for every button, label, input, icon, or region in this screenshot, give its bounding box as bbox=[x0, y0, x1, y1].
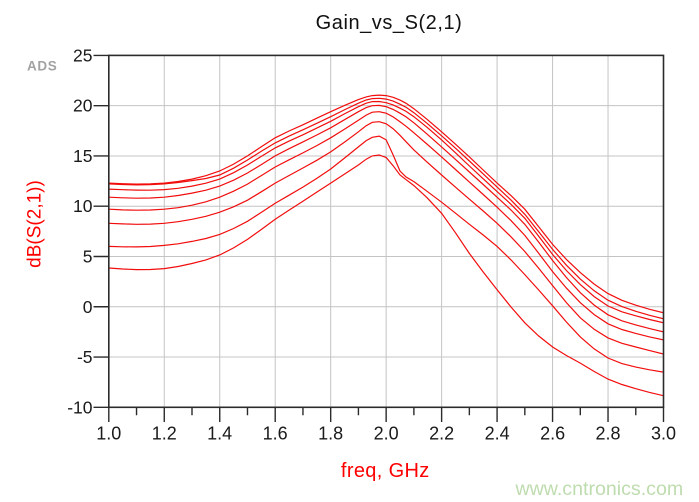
svg-text:ADS: ADS bbox=[27, 59, 57, 74]
svg-text:15: 15 bbox=[73, 146, 92, 166]
svg-text:1.0: 1.0 bbox=[96, 424, 121, 444]
svg-text:10: 10 bbox=[73, 196, 93, 216]
svg-text:-5: -5 bbox=[77, 347, 93, 367]
svg-text:2.6: 2.6 bbox=[540, 424, 565, 444]
svg-text:www.cntronics.com: www.cntronics.com bbox=[515, 478, 684, 500]
svg-text:0: 0 bbox=[83, 297, 93, 317]
svg-text:3.0: 3.0 bbox=[651, 424, 676, 444]
svg-text:freq, GHz: freq, GHz bbox=[341, 460, 430, 482]
svg-text:1.2: 1.2 bbox=[152, 424, 177, 444]
svg-text:1.4: 1.4 bbox=[207, 424, 232, 444]
svg-text:20: 20 bbox=[73, 96, 93, 116]
svg-text:-10: -10 bbox=[67, 397, 93, 417]
svg-text:1.6: 1.6 bbox=[263, 424, 288, 444]
svg-text:2.4: 2.4 bbox=[485, 424, 510, 444]
svg-text:2.2: 2.2 bbox=[429, 424, 454, 444]
svg-text:2.8: 2.8 bbox=[595, 424, 620, 444]
svg-text:2.0: 2.0 bbox=[374, 424, 399, 444]
svg-text:Gain_vs_S(2,1): Gain_vs_S(2,1) bbox=[316, 12, 463, 34]
svg-text:5: 5 bbox=[83, 247, 93, 267]
svg-text:25: 25 bbox=[73, 45, 92, 65]
svg-text:dB(S(2,1)): dB(S(2,1)) bbox=[25, 180, 46, 268]
svg-text:1.8: 1.8 bbox=[318, 424, 343, 444]
